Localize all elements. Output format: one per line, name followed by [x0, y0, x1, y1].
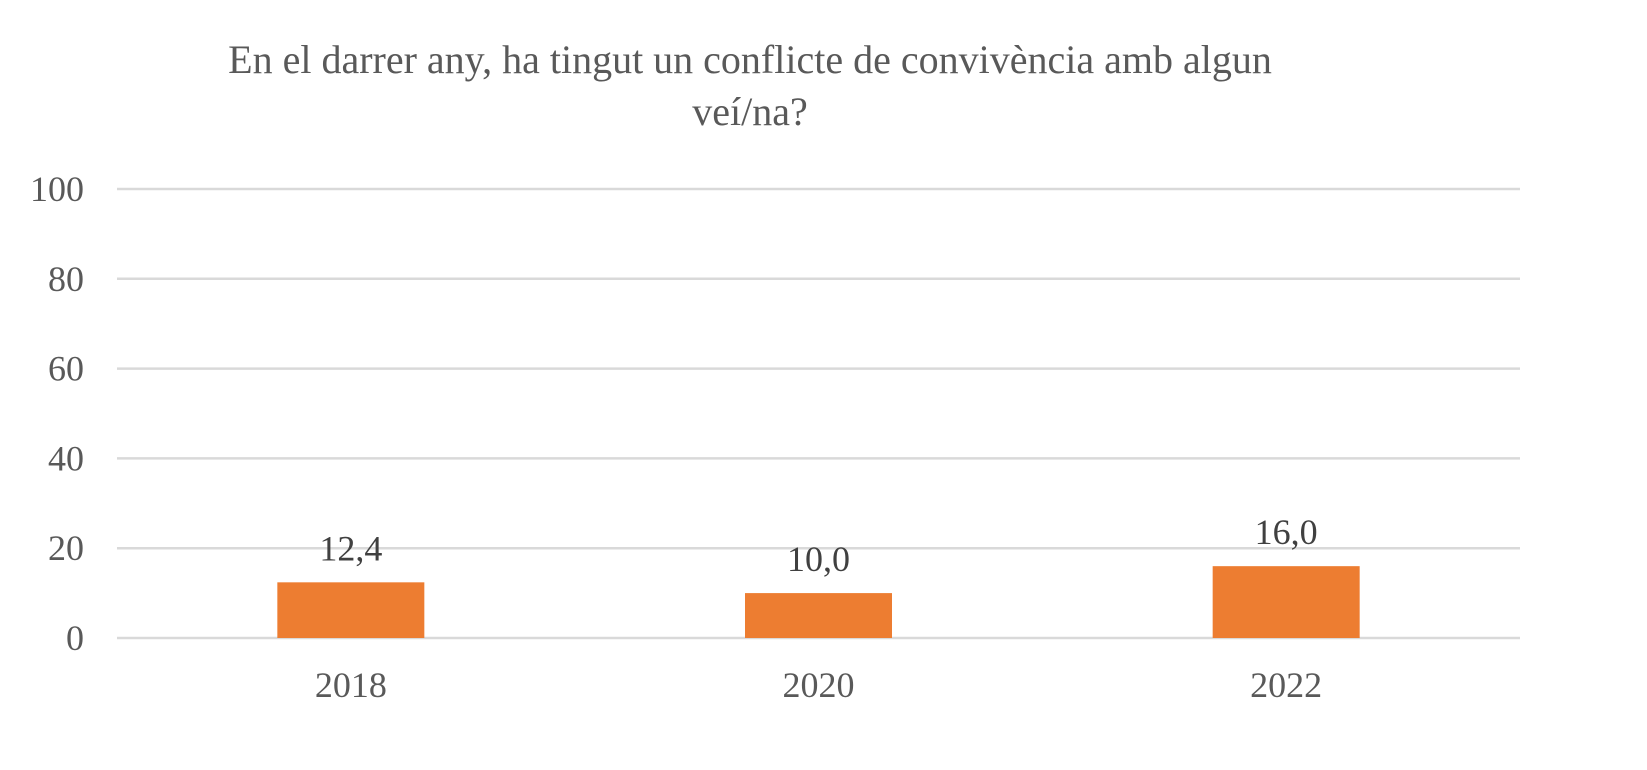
x-tick-label-2020: 2020 [783, 665, 855, 705]
y-tick-label: 80 [48, 259, 84, 299]
y-tick-label: 40 [48, 438, 84, 478]
y-tick-label: 0 [66, 618, 84, 658]
y-tick-label: 20 [48, 528, 84, 568]
data-labels: 12,4 10,0 16,0 [319, 512, 1317, 579]
y-tick-label: 60 [48, 349, 84, 389]
data-label-2018: 12,4 [319, 528, 382, 568]
bar-2018 [277, 582, 425, 638]
bar-2022 [1212, 566, 1360, 638]
y-tick-label: 100 [30, 169, 84, 209]
chart-title: En el darrer any, ha tingut un conflicte… [0, 34, 1500, 138]
y-axis-ticks: 0 20 40 60 80 100 [30, 169, 84, 658]
chart-title-line-2: veí/na? [692, 89, 808, 134]
data-label-2020: 10,0 [787, 539, 850, 579]
chart-title-line-1: En el darrer any, ha tingut un conflicte… [228, 37, 1272, 82]
data-label-2022: 16,0 [1255, 512, 1318, 552]
x-axis-ticks: 2018 2020 2022 [315, 665, 1322, 705]
x-tick-label-2022: 2022 [1250, 665, 1322, 705]
bars [277, 566, 1360, 638]
x-tick-label-2018: 2018 [315, 665, 387, 705]
bar-2020 [745, 593, 892, 638]
